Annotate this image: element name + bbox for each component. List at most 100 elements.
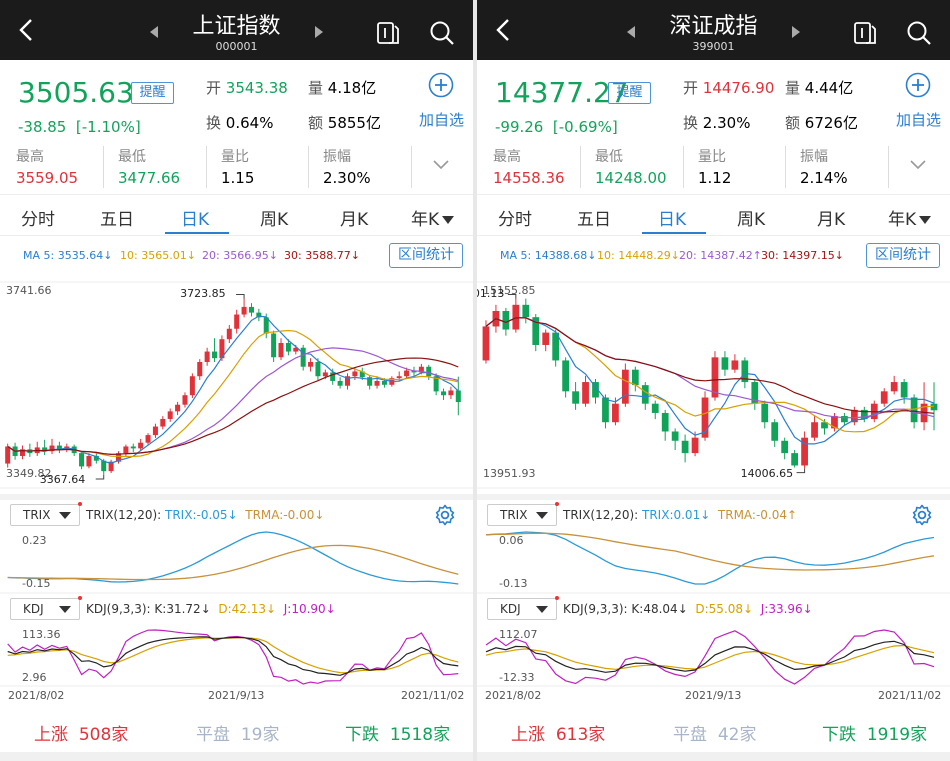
back-icon[interactable]: [491, 17, 517, 43]
kline-min-label: 3367.64: [39, 472, 86, 486]
range-stats-button[interactable]: 区间统计: [389, 243, 463, 268]
trma-line: [7, 544, 459, 581]
kdj-d-value: D:42.13↓: [218, 602, 277, 616]
prev-index-icon[interactable]: [627, 26, 635, 38]
tab-year-k[interactable]: 年K: [411, 205, 455, 230]
amount-value: 5855亿: [327, 114, 381, 132]
candle-body: [741, 360, 749, 383]
add-watchlist-button[interactable]: 加自选: [419, 111, 465, 129]
falling-value: 1919家: [866, 725, 928, 745]
candle-body: [532, 317, 540, 345]
tab-week-k[interactable]: 周K: [260, 210, 289, 230]
candle-body: [263, 317, 269, 334]
candle-body: [910, 397, 918, 423]
dropdown-icon: [536, 512, 548, 519]
candle-body: [189, 376, 195, 396]
dropdown-icon: [59, 512, 71, 519]
candle-body: [418, 366, 424, 373]
market-breadth: 上涨 508家 平盘 19家 下跌 1518家: [0, 712, 473, 752]
range-stats-button[interactable]: 区间统计: [866, 243, 940, 268]
stat-ratio: 量比 1.15: [221, 146, 254, 187]
remind-button[interactable]: 提醒: [608, 82, 651, 104]
gear-icon[interactable]: [910, 503, 934, 527]
dropdown-icon: [919, 216, 932, 224]
flat-value: 19家: [240, 725, 280, 745]
kline-chart[interactable]: [477, 0, 950, 761]
candle-body: [552, 332, 560, 361]
kline-chart[interactable]: [0, 0, 473, 761]
change-value: -38.85: [18, 118, 67, 136]
candle-body: [285, 343, 291, 352]
search-icon[interactable]: [905, 19, 933, 47]
candle-body: [771, 422, 779, 441]
rising-label: 上涨: [34, 725, 68, 745]
open-field: 开 14476.90: [683, 77, 774, 98]
candle-body: [42, 447, 48, 452]
back-icon[interactable]: [14, 17, 40, 43]
indicator-dot: [78, 502, 82, 506]
kdj-selector[interactable]: KDJ: [487, 596, 559, 620]
switch-view-icon[interactable]: [375, 20, 401, 46]
trix-selector[interactable]: TRIX: [10, 502, 82, 526]
turnover-field: 换 2.30%: [683, 112, 750, 133]
chevron-down-icon[interactable]: [433, 160, 449, 170]
candle-body: [821, 422, 828, 429]
switch-view-icon[interactable]: [852, 20, 878, 46]
tab-month-k[interactable]: 月K: [817, 210, 846, 230]
open-label: 开: [206, 79, 222, 97]
chevron-down-icon[interactable]: [910, 160, 926, 170]
search-icon[interactable]: [428, 19, 456, 47]
flat-count: 平盘 19家: [196, 720, 279, 745]
remind-button[interactable]: 提醒: [131, 82, 174, 104]
prev-index-icon[interactable]: [150, 26, 158, 38]
add-watchlist-button[interactable]: 加自选: [896, 111, 942, 129]
date-start: 2021/8/02: [485, 689, 542, 702]
change-value: -99.26: [495, 118, 544, 136]
amount-label: 额: [308, 114, 324, 132]
kline-axis-top: 3741.66: [6, 284, 52, 297]
stat-low: 最低 14248.00: [595, 146, 667, 187]
tab-year-k-label: 年K: [411, 210, 440, 230]
date-start: 2021/8/02: [8, 689, 65, 702]
tab-month-k[interactable]: 月K: [340, 210, 369, 230]
tab-five-day[interactable]: 五日: [577, 210, 611, 230]
divider: [683, 146, 684, 188]
ma5-label: MA 5: 14388.68↓: [500, 249, 597, 262]
add-watchlist-icon[interactable]: [428, 72, 454, 98]
stat-ratio-value: 1.15: [221, 169, 255, 187]
rising-value: 508家: [78, 725, 129, 745]
tab-intraday[interactable]: 分时: [21, 210, 55, 230]
rising-count: 上涨 508家: [34, 720, 128, 745]
candle-body: [562, 360, 570, 392]
next-index-icon[interactable]: [792, 26, 800, 38]
candle-body: [108, 461, 114, 472]
kline-axis-bottom: 3349.82: [6, 467, 52, 480]
tab-year-k[interactable]: 年K: [888, 205, 932, 230]
tab-day-k[interactable]: 日K: [658, 210, 687, 230]
gear-icon[interactable]: [433, 503, 457, 527]
turnover-value: 2.30%: [702, 114, 751, 132]
add-watchlist-icon[interactable]: [905, 72, 931, 98]
candle-body: [308, 361, 314, 367]
candle-body: [502, 310, 510, 330]
tab-five-day[interactable]: 五日: [100, 210, 134, 230]
kline-max-label: 15101.13: [477, 287, 505, 301]
dropdown-icon: [442, 216, 455, 224]
candle-body: [352, 371, 358, 377]
tab-intraday[interactable]: 分时: [498, 210, 532, 230]
candle-body: [212, 351, 218, 359]
tab-week-k[interactable]: 周K: [737, 210, 766, 230]
candle-body: [691, 437, 699, 454]
candle-body: [300, 347, 306, 367]
trix-selector[interactable]: TRIX: [487, 502, 559, 526]
candle-body: [175, 404, 181, 412]
kdj-selector-label: KDJ: [23, 602, 44, 616]
kdj-selector[interactable]: KDJ: [10, 596, 82, 620]
tab-day-k[interactable]: 日K: [181, 210, 210, 230]
trix-line: [485, 531, 935, 585]
next-index-icon[interactable]: [315, 26, 323, 38]
rising-count: 上涨 613家: [511, 720, 605, 745]
candle-body: [197, 361, 203, 377]
candle-body: [248, 306, 254, 313]
candle-body: [661, 412, 669, 432]
